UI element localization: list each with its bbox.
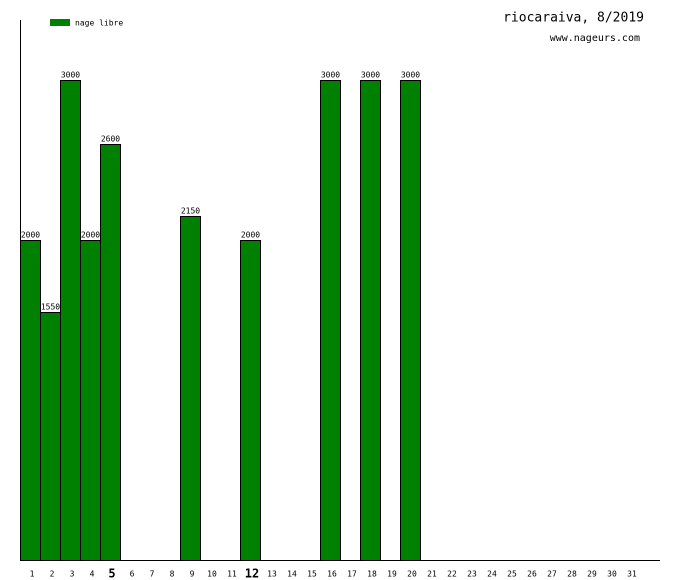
bar: [180, 216, 201, 561]
x-tick-label: 24: [487, 570, 497, 579]
x-tick-label: 11: [227, 570, 237, 579]
x-tick-label: 7: [150, 570, 155, 579]
value-label: 2150: [181, 207, 200, 216]
x-tick-label: 1: [30, 570, 35, 579]
value-label: 2000: [241, 231, 260, 240]
value-label: 3000: [321, 71, 340, 80]
legend-label: nage libre: [75, 19, 123, 28]
bar: [100, 144, 121, 561]
bar: [360, 80, 381, 561]
x-tick-label: 23: [467, 570, 477, 579]
x-tick-label: 20: [407, 570, 417, 579]
value-label: 1550: [41, 303, 60, 312]
x-tick-label: 5: [108, 567, 115, 580]
x-tick-label: 30: [607, 570, 617, 579]
x-tick-label: 4: [90, 570, 95, 579]
x-tick-label: 25: [507, 570, 517, 579]
x-tick-label: 17: [347, 570, 357, 579]
value-label: 2600: [101, 135, 120, 144]
x-tick-label: 28: [567, 570, 577, 579]
x-tick-label: 21: [427, 570, 437, 579]
chart-subtitle: www.nageurs.com: [550, 33, 640, 44]
chart-title: riocaraiva, 8/2019: [503, 11, 644, 26]
value-label: 3000: [361, 71, 380, 80]
x-tick-label: 10: [207, 570, 217, 579]
legend-swatch: [50, 19, 70, 26]
x-tick-label: 16: [327, 570, 337, 579]
bar: [400, 80, 421, 561]
x-tick-label: 29: [587, 570, 597, 579]
x-tick-label: 8: [170, 570, 175, 579]
bar: [320, 80, 341, 561]
value-label: 3000: [401, 71, 420, 80]
value-label: 2000: [81, 231, 100, 240]
x-tick-label: 22: [447, 570, 457, 579]
x-tick-label: 6: [130, 570, 135, 579]
x-tick-label: 27: [547, 570, 557, 579]
value-label: 3000: [61, 71, 80, 80]
value-label: 2000: [21, 231, 40, 240]
x-tick-label: 18: [367, 570, 377, 579]
x-tick-label: 26: [527, 570, 537, 579]
x-tick-label: 13: [267, 570, 277, 579]
bar: [20, 240, 41, 561]
bar: [40, 312, 61, 561]
x-tick-label: 9: [190, 570, 195, 579]
x-tick-label: 31: [627, 570, 637, 579]
bar: [240, 240, 261, 561]
x-tick-label: 15: [307, 570, 317, 579]
bar: [60, 80, 81, 561]
x-tick-label: 14: [287, 570, 297, 579]
x-tick-label: 2: [50, 570, 55, 579]
x-tick-label: 12: [245, 567, 259, 580]
bar: [80, 240, 101, 561]
x-tick-label: 19: [387, 570, 397, 579]
x-tick-label: 3: [70, 570, 75, 579]
